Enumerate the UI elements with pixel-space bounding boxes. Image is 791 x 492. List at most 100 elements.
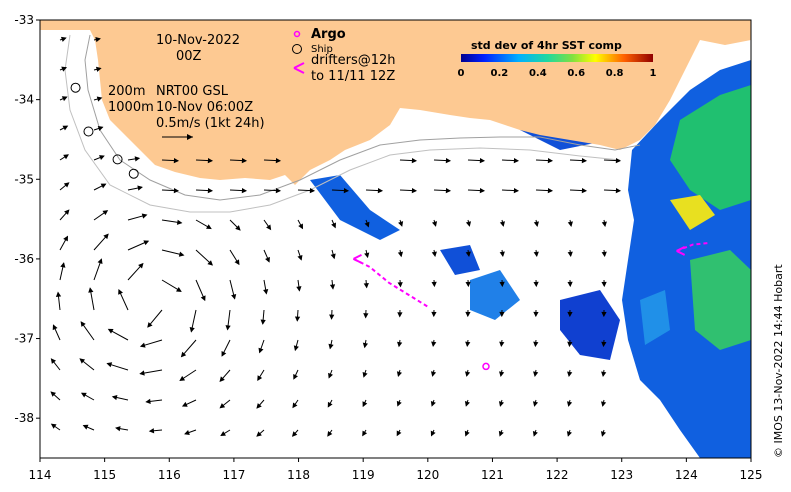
- current-vector-head: [220, 431, 226, 437]
- current-vector-head: [296, 286, 302, 292]
- current-vector-head: [397, 341, 403, 348]
- scale-label: 0.5m/s (1kt 24h): [156, 116, 265, 131]
- current-vector-head: [566, 401, 573, 407]
- argo-legend-icon: [293, 30, 301, 38]
- current-vector-head: [176, 219, 183, 225]
- ship-marker: [83, 126, 94, 137]
- y-tick-label: -34: [14, 93, 34, 107]
- current-vector-head: [362, 401, 368, 408]
- current-vector-head: [567, 281, 573, 288]
- current-vector-head: [100, 183, 107, 189]
- colorbar: [461, 54, 653, 62]
- current-vector-head: [532, 401, 539, 407]
- current-vector-head: [499, 371, 505, 377]
- colorbar-tick-label: 0.8: [606, 68, 624, 79]
- current-vector-head: [479, 187, 486, 194]
- current-vector-head: [256, 431, 262, 437]
- current-vector-head: [327, 430, 333, 437]
- current-vector-head: [499, 251, 505, 258]
- current-vector-head: [445, 187, 452, 194]
- credit-label: © IMOS 13-Nov-2022 14:44 Hobart: [772, 264, 785, 458]
- argo-legend-label: Argo: [311, 27, 346, 42]
- current-vector-head: [464, 430, 470, 437]
- date-label: 10-Nov-2022: [156, 33, 240, 48]
- current-vector-head: [567, 221, 573, 227]
- current-vector-head: [111, 394, 118, 401]
- current-vector-head: [231, 294, 237, 300]
- current-vector-head: [80, 321, 86, 327]
- current-vector-head: [106, 362, 113, 368]
- current-vector-head: [99, 155, 105, 161]
- current-vector-head: [176, 286, 182, 292]
- drifter-head: [676, 246, 686, 256]
- current-vector-head: [615, 157, 622, 164]
- current-vector-head: [82, 424, 89, 430]
- current-vector-head: [464, 401, 470, 407]
- current-vector-head: [331, 222, 336, 229]
- x-tick-label: 115: [93, 468, 116, 482]
- current-vector-head: [567, 251, 573, 258]
- product-label: NRT00 GSL: [156, 84, 229, 99]
- current-vector-head: [173, 187, 180, 194]
- current-vector-head: [206, 224, 212, 230]
- current-vector-head: [397, 251, 404, 258]
- current-vector-head: [173, 157, 180, 164]
- drifter-legend-line1: drifters@12h: [311, 53, 396, 68]
- current-vector-head: [219, 376, 225, 383]
- current-vector-head: [465, 371, 471, 377]
- current-vector-head: [533, 371, 539, 377]
- current-vector-head: [235, 225, 241, 231]
- current-vector-head: [97, 258, 103, 264]
- current-vector-head: [118, 288, 123, 295]
- current-vector-head: [257, 375, 263, 382]
- current-vector-head: [147, 322, 153, 328]
- x-tick-label: 116: [158, 468, 181, 482]
- current-vector-head: [465, 311, 471, 318]
- current-vector-head: [445, 157, 452, 164]
- current-vector-head: [601, 371, 607, 378]
- current-vector-head: [581, 157, 588, 164]
- current-vector-head: [180, 351, 187, 358]
- current-vector-head: [219, 403, 226, 409]
- current-vector-head: [398, 221, 404, 227]
- current-vector-head: [431, 311, 437, 318]
- current-vector-head: [260, 319, 266, 325]
- ship-legend-icon: [292, 44, 302, 54]
- current-vector-head: [499, 221, 505, 227]
- current-vector-head: [547, 157, 554, 164]
- current-vector-head: [275, 157, 282, 164]
- current-vector-head: [479, 157, 486, 164]
- current-vector-head: [297, 254, 303, 261]
- colorbar-tick-label: 0.4: [529, 68, 547, 79]
- current-vector-head: [533, 341, 539, 348]
- current-vector-head: [139, 370, 145, 376]
- product-time-label: 10-Nov 06:00Z: [156, 100, 253, 115]
- current-vector-head: [567, 341, 573, 348]
- current-vector-head: [343, 187, 350, 194]
- current-vector-head: [465, 251, 471, 258]
- current-vector-head: [61, 66, 68, 72]
- current-vector-head: [364, 252, 370, 259]
- current-vector-head: [207, 187, 214, 194]
- y-tick-label: -36: [14, 252, 34, 266]
- current-vector-head: [55, 291, 62, 297]
- current-vector-head: [600, 431, 606, 437]
- current-vector-head: [61, 96, 68, 102]
- x-tick-label: 123: [610, 468, 633, 482]
- current-vector-head: [60, 262, 66, 268]
- current-vector-head: [256, 403, 262, 409]
- current-vector-head: [95, 66, 102, 72]
- current-vector-head: [258, 347, 264, 354]
- current-vector-head: [115, 426, 121, 432]
- current-vector-head: [309, 187, 316, 194]
- current-vector-head: [533, 251, 539, 258]
- current-vector-head: [601, 281, 607, 288]
- current-vector-head: [107, 328, 114, 334]
- current-vector-head: [50, 391, 57, 397]
- current-vector-head: [431, 251, 437, 257]
- ship-marker: [70, 82, 81, 93]
- current-vector-head: [362, 371, 368, 378]
- current-vector-head: [293, 345, 299, 352]
- current-vector-head: [64, 209, 70, 215]
- current-vector-head: [275, 187, 282, 194]
